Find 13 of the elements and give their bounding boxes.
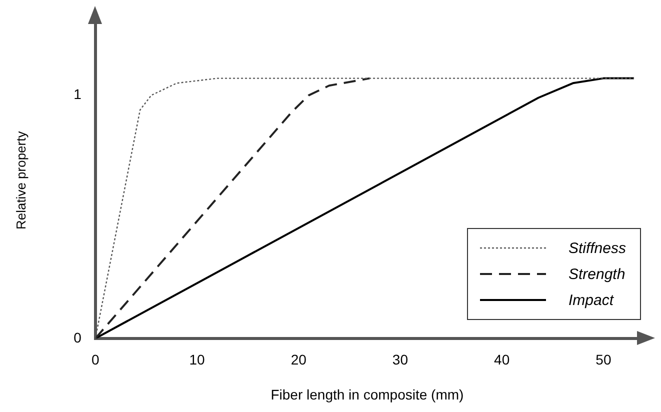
- y-axis-title: Relative property: [13, 130, 28, 230]
- x-tick-label: 40: [494, 352, 510, 368]
- legend-label: Strength: [568, 266, 626, 282]
- x-tick-label: 20: [290, 352, 307, 368]
- legend-label: Stiffness: [568, 240, 626, 256]
- x-tick-label: 30: [392, 352, 408, 368]
- x-tick-label: 0: [91, 352, 100, 368]
- x-axis-title: Fiber length in composite (mm): [270, 386, 464, 402]
- x-tick-label: 50: [596, 352, 612, 368]
- legend-label: Impact: [568, 292, 614, 308]
- line-series: [95, 77, 371, 338]
- x-tick-label: 10: [189, 352, 205, 368]
- y-tick-label: 1: [74, 86, 82, 102]
